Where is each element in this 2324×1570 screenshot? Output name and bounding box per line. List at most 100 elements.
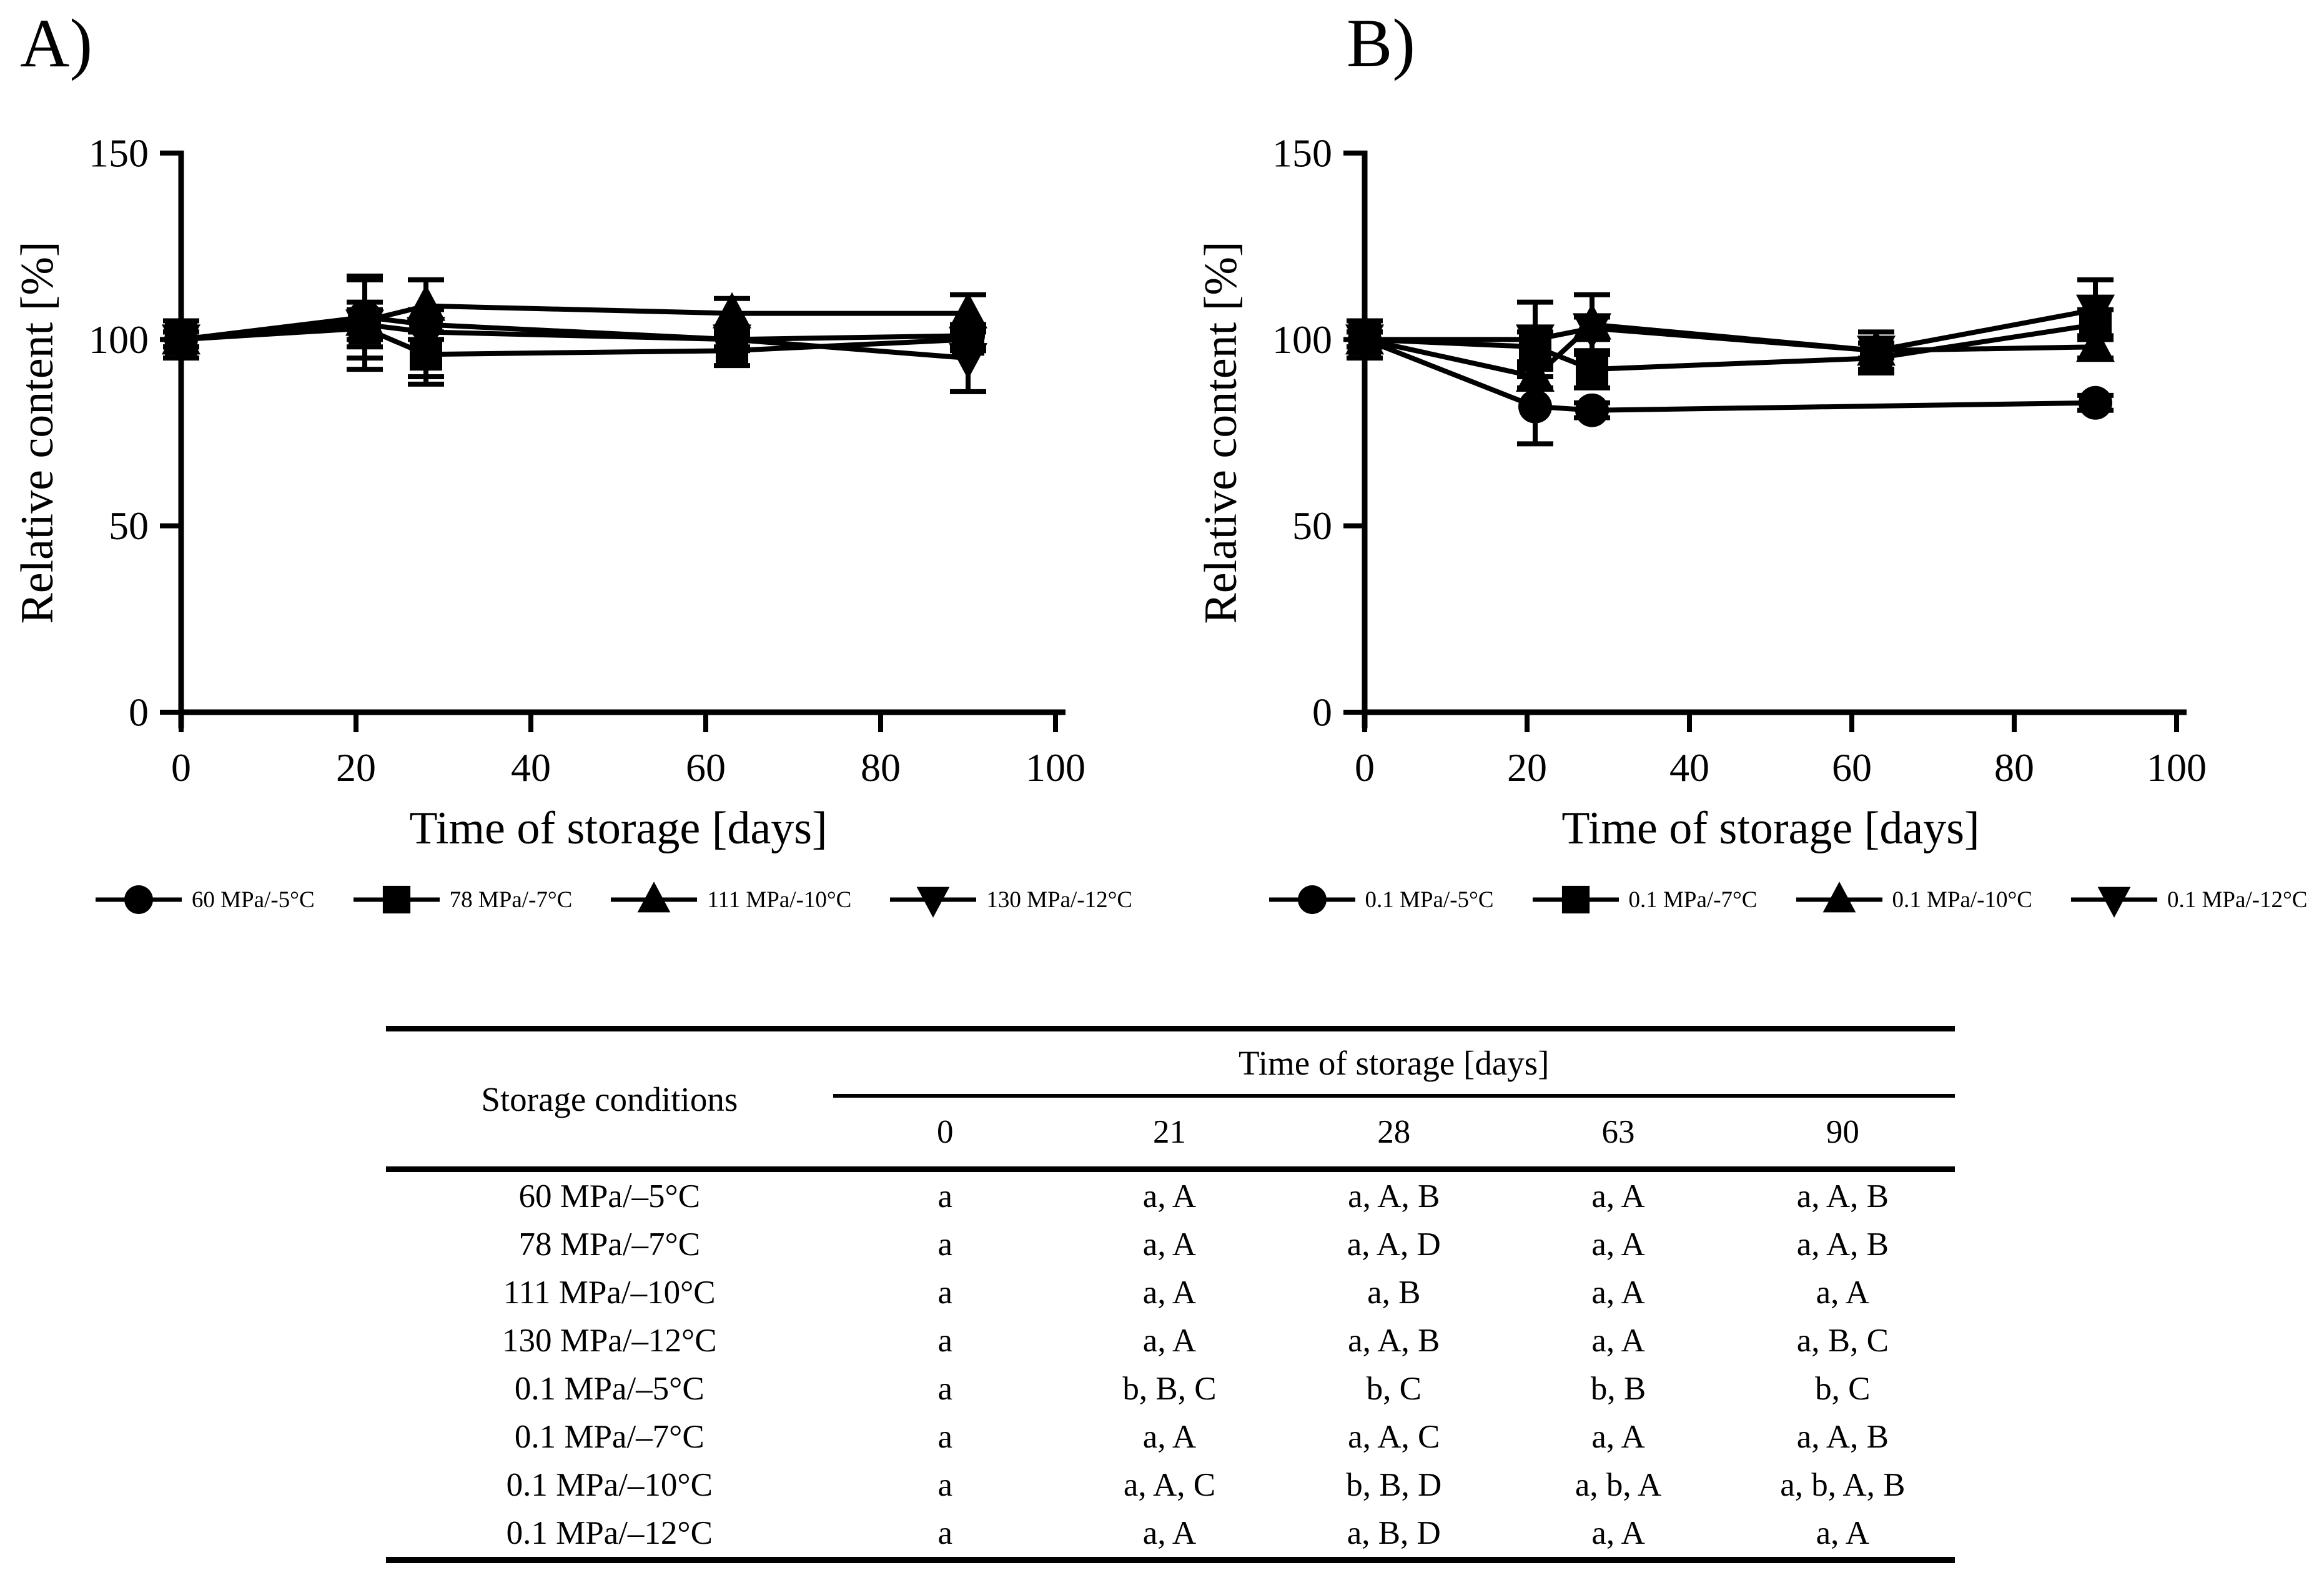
triangle-down-marker-icon — [713, 324, 751, 361]
y-tick-label: 0 — [129, 690, 149, 735]
significance-cell: a, b, A — [1575, 1466, 1662, 1503]
table-row: 130 MPa/–12°C a a, A a, A, B a, A a, B, C — [386, 1316, 1955, 1364]
legend-item: 111 MPa/-10°C — [607, 880, 851, 920]
x-tick-label: 60 — [686, 745, 726, 790]
storage-condition-cell: 78 MPa/–7°C — [518, 1226, 701, 1263]
significance-cell: b, C — [1366, 1370, 1422, 1407]
significance-cell: a, B, D — [1347, 1514, 1441, 1551]
significance-cell: a, A, C — [1348, 1418, 1440, 1455]
table-header-time-of-storage: Time of storage [days] — [833, 1028, 1955, 1098]
significance-cell: a, A — [1816, 1514, 1870, 1551]
significance-cell: a, A — [1816, 1274, 1870, 1311]
significance-cell: a, B, C — [1796, 1322, 1889, 1359]
chart-b-legend: 0.1 MPa/-5°C 0.1 MPa/-7°C 0.1 MPa/-10°C 0.1… — [1249, 880, 2323, 920]
significance-cell: a, A — [1591, 1322, 1645, 1359]
x-tick-label: 80 — [861, 745, 901, 790]
y-tick-label: 100 — [1272, 317, 1332, 362]
significance-cell: a, A — [1591, 1418, 1645, 1455]
table-header-day: 28 — [1282, 1096, 1506, 1172]
legend-item: 0.1 MPa/-12°C — [2067, 880, 2307, 920]
chart-a-legend: 60 MPa/-5°C 78 MPa/-7°C 111 MPa/-10°C 130 M… — [62, 880, 1162, 920]
significance-cell: a, A — [1591, 1178, 1645, 1215]
x-tick-label: 20 — [1507, 745, 1547, 790]
significance-cell: a, A — [1142, 1178, 1197, 1215]
significance-cell: a, A, B — [1348, 1322, 1440, 1359]
legend-item: 60 MPa/-5°C — [92, 880, 315, 920]
triangle-down-marker-icon — [345, 309, 384, 346]
significance-cell: a, A, B — [1796, 1226, 1889, 1263]
table-row: 78 MPa/–7°C a a, A a, A, D a, A a, A, B — [386, 1220, 1955, 1268]
legend-item: 0.1 MPa/-10°C — [1792, 880, 2032, 920]
square-marker-icon — [382, 885, 410, 914]
square-marker-icon — [1576, 353, 1608, 386]
triangle-down-marker-icon — [1573, 313, 1611, 350]
table-row: 0.1 MPa/–7°C a a, A a, A, C a, A a, A, B — [386, 1413, 1955, 1461]
circle-marker-icon — [1518, 389, 1552, 424]
storage-condition-cell: 0.1 MPa/–5°C — [514, 1370, 705, 1407]
triangle-down-marker-icon — [1345, 324, 1384, 361]
legend-item: 0.1 MPa/-7°C — [1529, 880, 1758, 920]
table-row: 0.1 MPa/–5°C a b, B, C b, C b, B b, C — [386, 1364, 1955, 1413]
table-header-day: 90 — [1730, 1096, 1955, 1172]
x-axis-title: Time of storage [days] — [409, 803, 827, 854]
table-header-storage-conditions: Storage conditions — [386, 1028, 833, 1172]
table-row: 60 MPa/–5°C a a, A a, A, B a, A a, A, B — [386, 1170, 1955, 1221]
triangle-down-marker-icon — [1857, 335, 1896, 372]
legend-label: 78 MPa/-7°C — [449, 887, 573, 913]
significance-cell: b, C — [1815, 1370, 1871, 1407]
significance-cell: a, A — [1142, 1274, 1197, 1311]
significance-cell: a, A, D — [1347, 1226, 1441, 1263]
y-axis-title: Relative content [%] — [1196, 241, 1247, 624]
legend-key — [95, 885, 182, 914]
triangle-up-marker-icon — [407, 284, 445, 321]
legend-key — [1532, 885, 1619, 914]
triangle-up-marker-icon — [638, 882, 671, 913]
significance-cell: a, A, B — [1796, 1418, 1889, 1455]
y-tick-label: 50 — [1292, 504, 1332, 548]
chart-a: 0 50 100 150 0 20 40 60 80 100 Time of storage [da… — [12, 131, 1085, 855]
circle-marker-icon — [2079, 385, 2112, 420]
significance-cell: a, A — [1591, 1514, 1645, 1551]
legend-key — [353, 885, 440, 914]
significance-cell: a, A — [1142, 1418, 1197, 1455]
legend-key — [1268, 885, 1355, 914]
significance-cell: a, A — [1591, 1274, 1645, 1311]
storage-condition-cell: 130 MPa/–12°C — [502, 1322, 717, 1359]
legend-label: 60 MPa/-5°C — [191, 887, 315, 913]
significance-cell: a, B — [1367, 1274, 1421, 1311]
storage-condition-cell: 111 MPa/–10°C — [503, 1274, 716, 1311]
panel-b-label: B) — [1347, 5, 1415, 81]
storage-condition-cell: 60 MPa/–5°C — [518, 1178, 701, 1215]
x-tick-label: 40 — [511, 745, 551, 790]
significance-cell: a, A, B — [1796, 1178, 1889, 1215]
x-axis-title: Time of storage [days] — [1561, 803, 1979, 854]
table-header-day: 21 — [1057, 1096, 1282, 1172]
legend-item: 0.1 MPa/-5°C — [1265, 880, 1494, 920]
legend-key — [1796, 882, 1882, 913]
triangle-up-marker-icon — [713, 292, 751, 329]
significance-cell: a — [937, 1514, 952, 1551]
storage-condition-cell: 0.1 MPa/–10°C — [506, 1466, 713, 1503]
table-row: 0.1 MPa/–10°C a a, A, C b, B, D a, b, A a, b,… — [386, 1461, 1955, 1509]
triangle-down-marker-icon — [2076, 294, 2115, 331]
triangle-up-marker-icon — [1516, 355, 1555, 392]
circle-marker-icon — [1575, 393, 1609, 427]
significance-cell: a — [937, 1322, 952, 1359]
significance-cell: a — [937, 1370, 952, 1407]
storage-significance-table: Storage conditions Time of storage [days… — [386, 1026, 1955, 1563]
significance-cell: a — [937, 1418, 952, 1455]
y-tick-label: 0 — [1312, 690, 1332, 735]
square-marker-icon — [1561, 885, 1590, 914]
significance-cell: a, A — [1142, 1322, 1197, 1359]
table-header-day: 63 — [1506, 1096, 1731, 1172]
triangle-up-marker-icon — [1822, 882, 1856, 913]
triangle-up-marker-icon — [949, 292, 987, 329]
significance-cell: a, A — [1591, 1226, 1645, 1263]
table-row: 0.1 MPa/–12°C a a, A a, B, D a, A a, A — [386, 1509, 1955, 1560]
triangle-down-marker-icon — [917, 887, 950, 918]
triangle-down-marker-icon — [2097, 887, 2131, 918]
legend-key — [611, 882, 698, 913]
storage-condition-cell: 0.1 MPa/–12°C — [506, 1514, 713, 1551]
significance-cell: b, B, C — [1122, 1370, 1217, 1407]
